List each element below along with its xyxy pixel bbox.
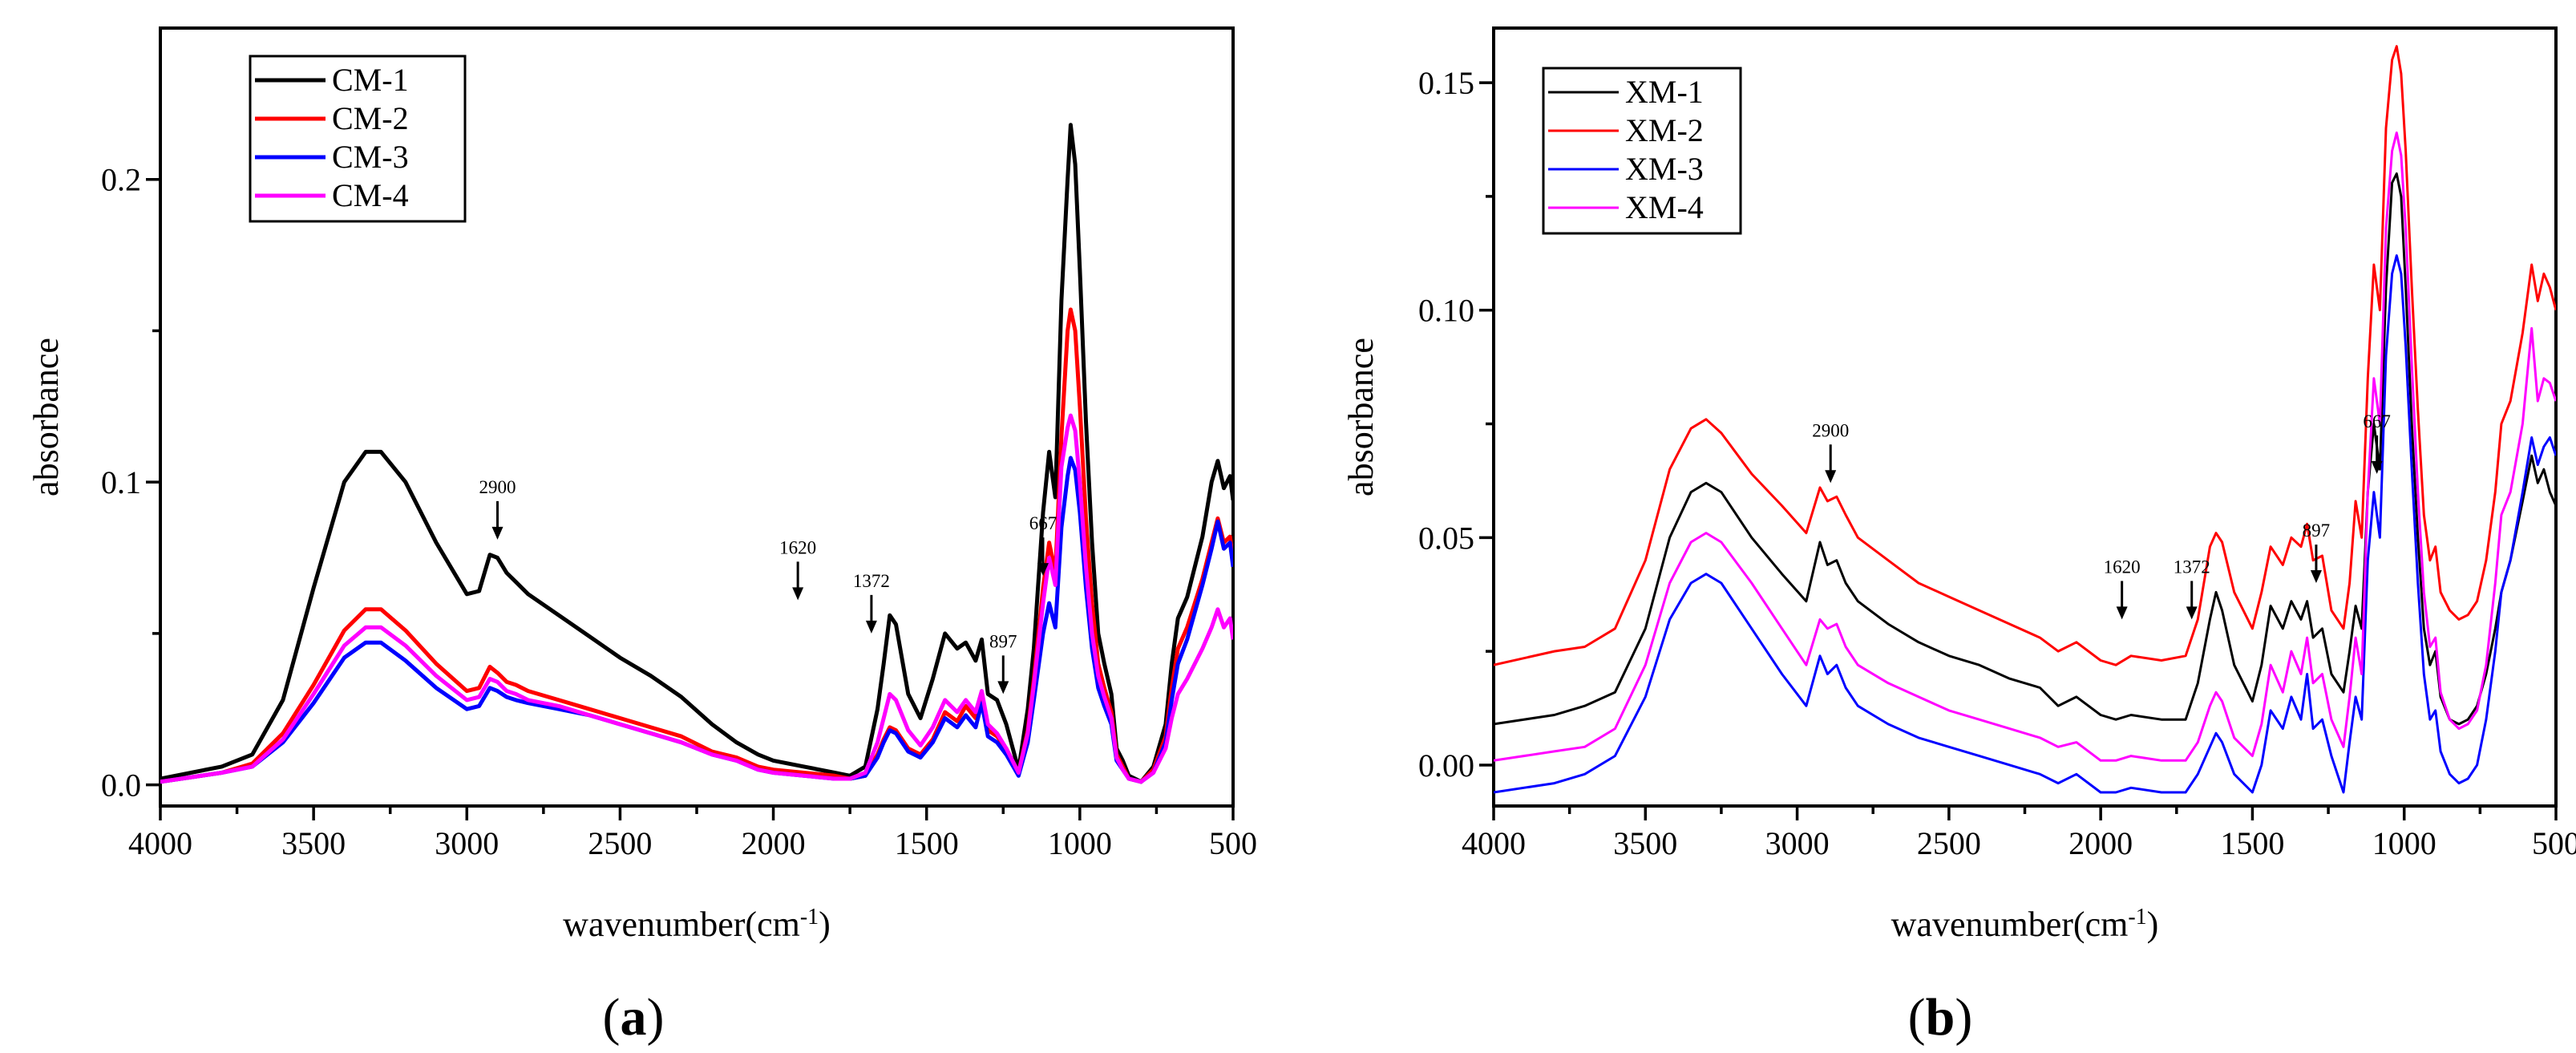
annotation-label-1620: 1620 (2104, 557, 2141, 577)
x-tick-label: 2000 (2068, 825, 2133, 861)
annotation-arrow-head (2371, 460, 2383, 474)
annotation-arrow-head (865, 620, 877, 634)
legend-entry-cm-3: CM-3 (332, 139, 409, 175)
y-axis-label: absorbance (1341, 338, 1381, 496)
annotation-label-667: 667 (2363, 411, 2391, 431)
series-group (160, 123, 1233, 784)
y-tick-label: 0.10 (1418, 293, 1474, 329)
panel-caption: (a) (603, 988, 665, 1047)
annotation-label-897: 897 (989, 631, 1017, 651)
series-group (1494, 45, 2556, 794)
annotation-label-1620: 1620 (779, 537, 816, 557)
legend-entry-xm-3: XM-3 (1625, 151, 1704, 187)
annotation-arrow-head (2310, 570, 2322, 584)
chart-panel-a: 4000 3500 3000 2500 2000 1500 1000 500 0.0 0.1 0.2… (26, 26, 1257, 1047)
annotation-arrow-head (2186, 606, 2198, 620)
x-axis-label-sup: -1 (2128, 905, 2146, 929)
panel-caption-letter: a (621, 988, 647, 1047)
x-tick-label: 2500 (1917, 825, 1981, 861)
y-tick-label: 0.1 (101, 464, 141, 500)
series-line-xm-3 (1494, 254, 2556, 794)
x-tick-label: 3500 (281, 825, 346, 861)
x-tick-label: 500 (2532, 825, 2576, 861)
annotation-arrow-head (997, 681, 1009, 695)
x-axis-label-main: wavenumber(cm (563, 905, 800, 944)
x-tick-label: 500 (1209, 825, 1257, 861)
annotation-arrow-head (491, 526, 503, 540)
series-line-xm-4 (1494, 132, 2556, 762)
annotation-arrow-head (792, 587, 804, 601)
annotation-arrow-head (1825, 470, 1837, 484)
annotation-label-2900: 2900 (479, 477, 516, 497)
x-tick-label: 4000 (128, 825, 192, 861)
annotation-arrow-head (1037, 563, 1049, 577)
x-tick-label: 1500 (895, 825, 959, 861)
x-tick-label: 3000 (435, 825, 499, 861)
x-axis-label-close: ) (819, 905, 831, 944)
y-tick-label: 0.00 (1418, 747, 1474, 784)
legend-entry-cm-1: CM-1 (332, 62, 409, 98)
y-axis-label: absorbance (26, 338, 66, 496)
annotation-label-897: 897 (2303, 520, 2331, 541)
panel-caption: (b) (1908, 988, 1973, 1047)
x-tick-label: 2500 (588, 825, 652, 861)
annotation-label-667: 667 (1029, 513, 1057, 533)
legend-box (1542, 67, 1742, 235)
y-tick-label: 0.05 (1418, 520, 1474, 556)
legend-entry-xm-1: XM-1 (1625, 74, 1704, 110)
x-axis-label: wavenumber(cm-1) (563, 905, 831, 945)
legend-entry-xm-2: XM-2 (1625, 112, 1704, 148)
x-tick-label: 3000 (1765, 825, 1830, 861)
series-line-xm-2 (1494, 45, 2556, 666)
x-tick-label: 2000 (742, 825, 806, 861)
x-tick-label: 3500 (1613, 825, 1677, 861)
legend-entry-cm-4: CM-4 (332, 177, 409, 213)
legend-entry-cm-2: CM-2 (332, 100, 409, 136)
y-tick-label: 0.15 (1418, 65, 1474, 101)
chart-panel-b: 4000 3500 3000 2500 2000 1500 1000 500 0.00 0.05 0… (1341, 26, 2576, 1047)
annotation-label-1372: 1372 (2174, 557, 2210, 577)
legend-entry-xm-4: XM-4 (1625, 189, 1704, 225)
x-axis-label-main: wavenumber(cm (1891, 905, 2129, 944)
x-axis-label: wavenumber(cm-1) (1891, 905, 2159, 945)
annotation-label-1372: 1372 (853, 571, 890, 591)
annotation-label-2900: 2900 (1812, 420, 1849, 440)
x-axis-label-sup: -1 (800, 905, 819, 929)
x-tick-label: 1500 (2220, 825, 2284, 861)
x-axis-label-close: ) (2147, 905, 2159, 944)
series-line-cm-1 (160, 123, 1233, 784)
y-tick-label: 0.2 (101, 162, 141, 198)
series-line-cm-4 (160, 413, 1233, 784)
panel-caption-letter: b (1926, 988, 1955, 1047)
x-tick-label: 1000 (1048, 825, 1112, 861)
x-tick-label: 1000 (2372, 825, 2436, 861)
y-tick-label: 0.0 (101, 767, 141, 804)
annotation-arrow-head (2116, 606, 2128, 620)
x-tick-label: 4000 (1462, 825, 1526, 861)
